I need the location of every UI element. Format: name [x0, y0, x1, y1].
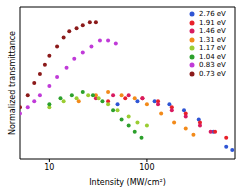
html-text:1.46 eV: 1.46 eV	[199, 27, 226, 35]
html-text:2.76 eV: 2.76 eV	[199, 10, 226, 18]
svg-text:Intensity (MW/cm²): Intensity (MW/cm²)	[89, 178, 166, 187]
html-text:1.04 eV: 1.04 eV	[199, 52, 226, 61]
svg-text:100: 100	[139, 163, 154, 172]
html-text:1.31 eV: 1.31 eV	[199, 35, 226, 44]
html-text:1.91 eV: 1.91 eV	[199, 18, 226, 27]
svg-text:Normalized transmittance: Normalized transmittance	[8, 31, 17, 135]
html-text:1.17 eV: 1.17 eV	[199, 44, 226, 52]
svg-text:10: 10	[44, 163, 54, 172]
html-text:0.83 eV: 0.83 eV	[199, 61, 226, 69]
html-text:0.73 eV: 0.73 eV	[199, 69, 226, 78]
